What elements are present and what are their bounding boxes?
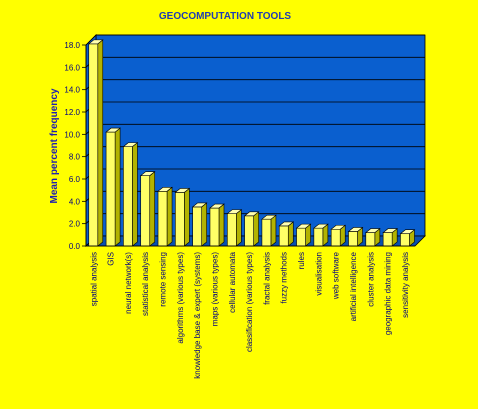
bar	[175, 192, 185, 247]
y-tick-label: 14.0	[64, 86, 80, 95]
x-tick-label: cluster analysis	[366, 252, 375, 307]
bar-top	[399, 229, 416, 235]
bar-top	[313, 223, 329, 229]
bar-side	[132, 141, 138, 247]
x-tick-label: fuzzy methods	[280, 252, 289, 304]
bar	[313, 227, 324, 247]
x-tick-label: GIS	[107, 252, 116, 266]
x-tick-label: fractal analysis	[262, 252, 271, 305]
bar-side	[184, 187, 190, 247]
bar-top	[139, 171, 156, 176]
x-tick-label: visualisation	[314, 252, 323, 296]
x-tick-label: algorithms (various types)	[176, 252, 185, 344]
bar-top	[364, 228, 381, 233]
bar-top	[87, 39, 104, 45]
bar	[330, 228, 341, 247]
bar	[382, 232, 393, 247]
plot-area: 0.0 2.0 4.0 6.0 8.0 10.0 12.0 14.0 16.0 18.0 spati…	[64, 34, 426, 379]
x-tick-label: statistical analysis	[141, 252, 150, 316]
bar-side	[166, 186, 173, 247]
bar-top	[105, 127, 121, 133]
bar-top	[191, 202, 208, 208]
bar	[123, 146, 133, 247]
y-tick-label: 16.0	[64, 63, 80, 72]
x-tick-label: maps (various types)	[210, 252, 219, 327]
y-tick-label: 0.0	[69, 242, 81, 251]
y-tick-label: 8.0	[69, 153, 81, 162]
x-tick-label: classification (various types)	[245, 252, 254, 352]
y-tick-label: 12.0	[64, 108, 80, 117]
bar-top	[382, 228, 398, 233]
bar-side	[270, 214, 277, 247]
bar	[365, 232, 376, 247]
y-tick-label: 18.0	[64, 41, 80, 50]
bar	[244, 215, 254, 247]
bar	[140, 175, 151, 247]
bar	[209, 207, 220, 247]
y-tick-label: 2.0	[69, 220, 81, 229]
bar-top	[261, 214, 277, 220]
y-axis-label: Mean percent frequency	[49, 88, 60, 203]
bar-top	[174, 188, 191, 193]
bar	[157, 190, 168, 247]
bar-top	[209, 203, 225, 209]
bar-side	[201, 202, 207, 247]
y-tick-label: 10.0	[64, 130, 80, 139]
bar-top	[226, 209, 243, 214]
bar-side	[114, 127, 121, 247]
bar-side	[149, 171, 156, 247]
bar-top	[347, 227, 364, 232]
bar	[278, 225, 289, 247]
bar-top	[243, 211, 260, 217]
chart-title: GEOCOMPUTATION TOOLS	[159, 11, 292, 22]
bar-side	[218, 203, 225, 247]
x-tick-label: spatial analysis	[89, 252, 98, 306]
bar-top	[122, 142, 139, 147]
x-tick-label: artificial intelligence	[349, 251, 358, 321]
x-tick-label: knowledge base & expert (systems)	[193, 252, 202, 379]
x-tick-label: neural network(s)	[124, 252, 133, 314]
x-tick-label: geographic data mining	[384, 252, 393, 335]
bar	[261, 218, 272, 247]
bar-top	[295, 223, 312, 229]
gridline	[85, 34, 425, 46]
bar-top	[330, 224, 347, 230]
bar-side	[236, 208, 242, 247]
bar	[226, 213, 237, 247]
x-tick-label: remote sensing	[159, 252, 168, 307]
bar	[88, 43, 99, 247]
y-tick-label: 6.0	[69, 175, 81, 184]
bar	[348, 231, 358, 247]
bar	[192, 206, 202, 247]
x-tick-label: sensitivity analysis	[401, 252, 410, 318]
bar-side	[97, 39, 104, 247]
x-tick-label: rules	[297, 252, 306, 269]
bar-top	[278, 221, 295, 227]
x-tick-label: web software	[332, 251, 341, 300]
bar-top	[157, 186, 173, 192]
x-tick-label: cellular automata	[228, 251, 237, 312]
bar	[296, 227, 306, 247]
y-tick-label: 4.0	[69, 197, 81, 206]
bar	[400, 233, 410, 247]
bar-side	[253, 211, 259, 247]
bar	[105, 131, 116, 247]
